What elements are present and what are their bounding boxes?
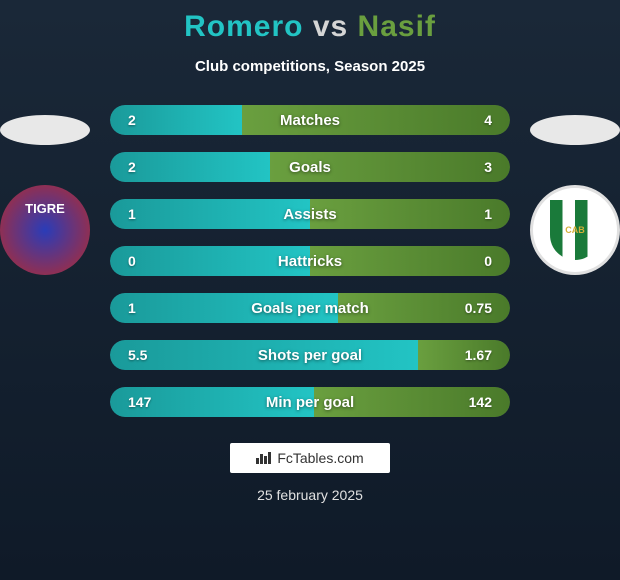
stat-value-left: 147 — [128, 394, 151, 410]
stat-fill-right — [310, 199, 510, 229]
stat-value-right: 0.75 — [465, 300, 492, 316]
stat-value-right: 142 — [469, 394, 492, 410]
club-badge-right-label: CAB — [550, 200, 600, 260]
left-column: TIGRE — [0, 105, 90, 275]
date: 25 february 2025 — [257, 487, 363, 503]
stat-label: Shots per goal — [258, 347, 362, 364]
stat-label: Goals — [289, 159, 331, 176]
player-left-name: Romero — [184, 10, 303, 43]
stat-label: Matches — [280, 112, 340, 129]
chart-icon — [256, 452, 271, 464]
stat-label: Goals per match — [251, 300, 369, 317]
right-column: CAB — [530, 105, 620, 275]
player-left-photo — [0, 115, 90, 145]
club-badge-left-label: TIGRE — [25, 201, 65, 216]
player-right-photo — [530, 115, 620, 145]
stat-row: 2 4 Matches — [110, 105, 510, 135]
stat-value-left: 2 — [128, 112, 136, 128]
player-right-name: Nasif — [358, 10, 436, 43]
stat-label: Hattricks — [278, 253, 342, 270]
brand-text: FcTables.com — [277, 450, 363, 466]
stat-row: 0 0 Hattricks — [110, 246, 510, 276]
stat-value-right: 0 — [484, 253, 492, 269]
stat-value-left: 1 — [128, 206, 136, 222]
stat-value-left: 5.5 — [128, 347, 147, 363]
stat-value-right: 1.67 — [465, 347, 492, 363]
stat-value-left: 1 — [128, 300, 136, 316]
stat-value-left: 2 — [128, 159, 136, 175]
stat-value-right: 1 — [484, 206, 492, 222]
stat-label: Assists — [283, 206, 336, 223]
stat-value-left: 0 — [128, 253, 136, 269]
stat-row: 147 142 Min per goal — [110, 387, 510, 417]
comparison-title: Romero vs Nasif — [0, 10, 620, 44]
stat-value-right: 3 — [484, 159, 492, 175]
header: Romero vs Nasif Club competitions, Seaso… — [0, 0, 620, 75]
content: TIGRE 2 4 Matches 2 3 Goals 1 1 Assists 0 0 Hattric… — [0, 105, 620, 417]
vs-word: vs — [313, 10, 348, 43]
club-badge-left: TIGRE — [0, 185, 90, 275]
stat-fill-left — [110, 199, 310, 229]
stat-label: Min per goal — [266, 394, 354, 411]
footer: FcTables.com 25 february 2025 — [0, 443, 620, 503]
club-badge-right: CAB — [530, 185, 620, 275]
stat-row: 1 1 Assists — [110, 199, 510, 229]
stat-row: 1 0.75 Goals per match — [110, 293, 510, 323]
stat-bars: 2 4 Matches 2 3 Goals 1 1 Assists 0 0 Hattricks 1 0.7… — [110, 105, 510, 417]
subtitle: Club competitions, Season 2025 — [0, 58, 620, 75]
stat-row: 2 3 Goals — [110, 152, 510, 182]
stat-row: 5.5 1.67 Shots per goal — [110, 340, 510, 370]
brand-badge: FcTables.com — [230, 443, 389, 473]
stat-value-right: 4 — [484, 112, 492, 128]
